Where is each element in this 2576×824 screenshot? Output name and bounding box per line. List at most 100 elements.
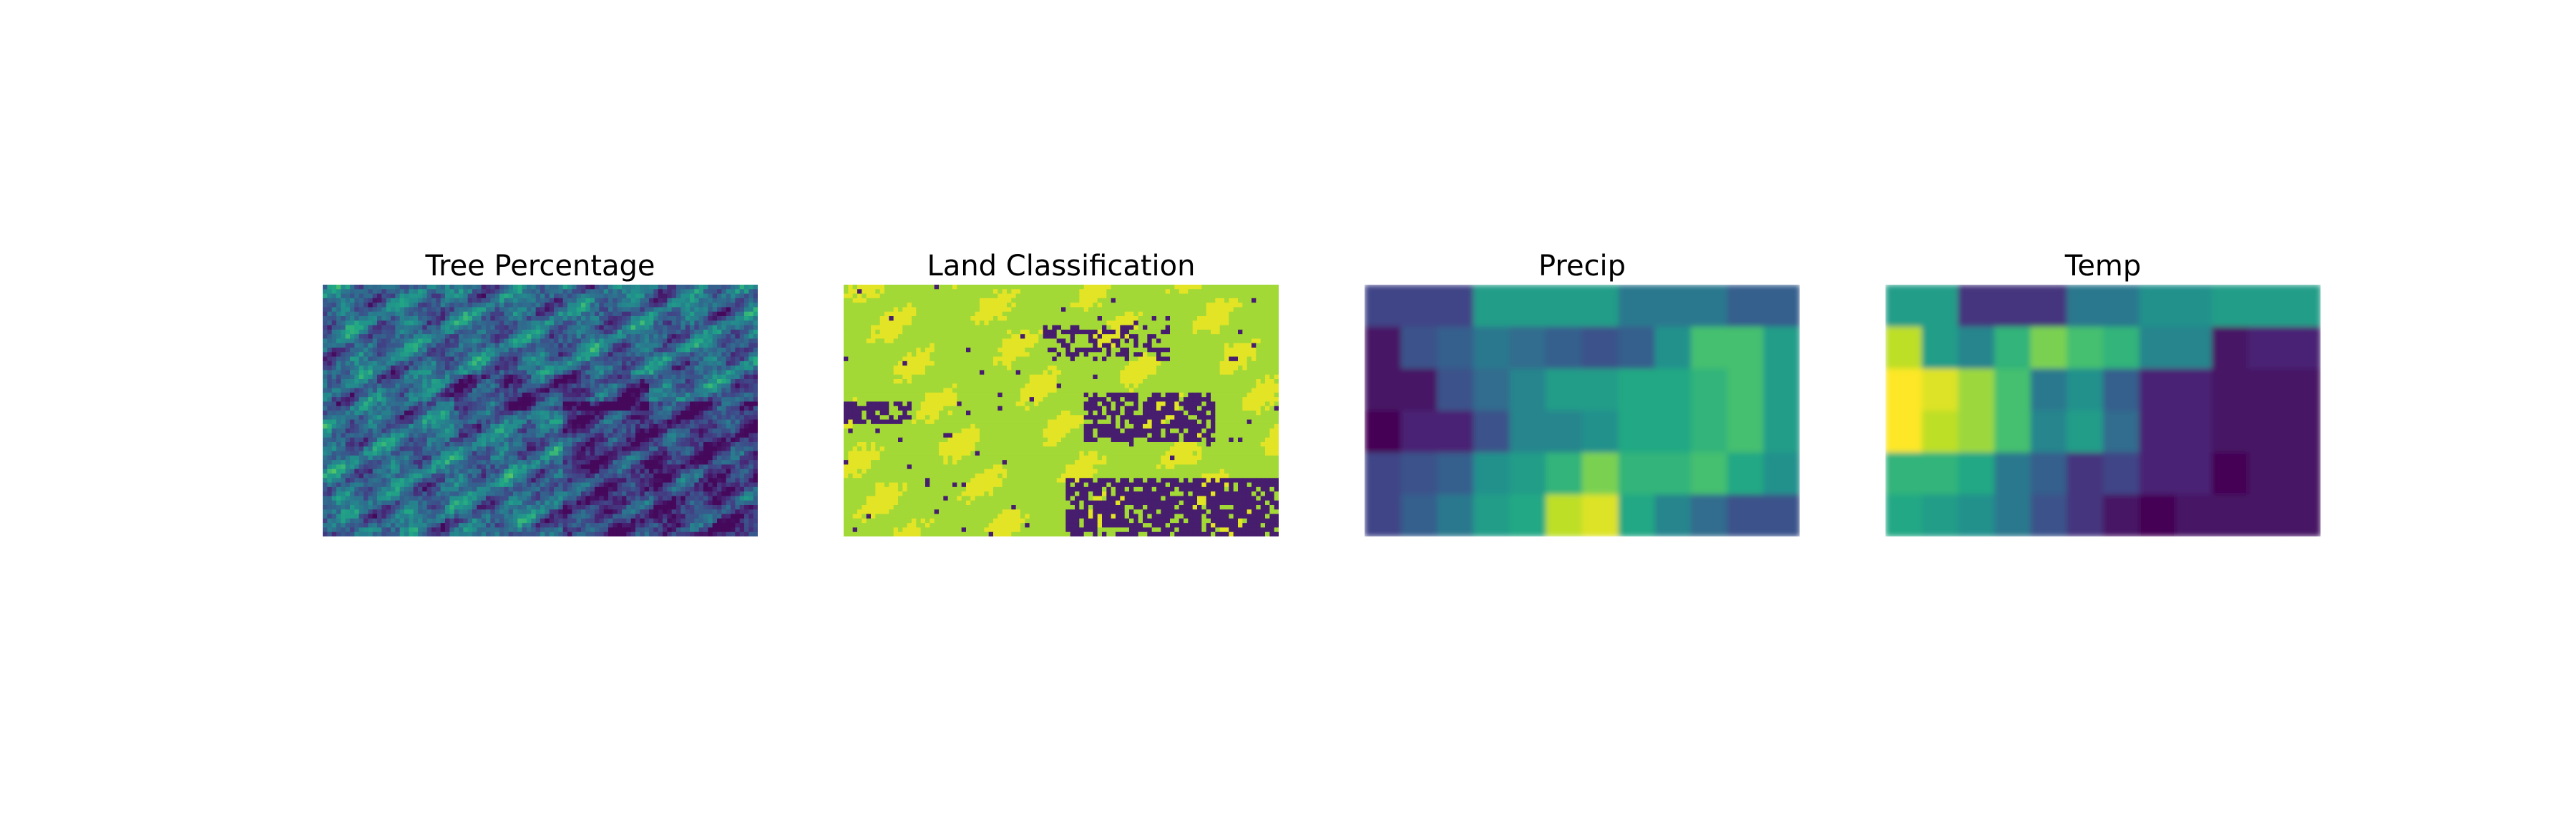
tree-percentage-cell — [467, 491, 473, 496]
tree-percentage-cell — [513, 478, 518, 484]
tree-percentage-cell — [540, 298, 545, 303]
tree-percentage-cell — [486, 460, 491, 465]
tree-percentage-cell — [399, 423, 405, 429]
tree-percentage-cell — [399, 311, 405, 317]
tree-percentage-cell — [323, 374, 328, 380]
tree-percentage-cell — [721, 474, 727, 479]
tree-percentage-cell — [368, 433, 374, 438]
tree-percentage-cell — [626, 370, 632, 376]
tree-percentage-cell — [490, 401, 496, 407]
tree-percentage-cell — [626, 397, 632, 402]
tree-percentage-cell — [354, 352, 360, 358]
tree-percentage-cell — [508, 348, 514, 353]
tree-percentage-cell — [358, 428, 364, 433]
tree-percentage-cell — [644, 401, 650, 407]
tree-percentage-cell — [404, 469, 409, 474]
tree-percentage-cell — [395, 293, 401, 299]
tree-percentage-cell — [467, 366, 473, 371]
tree-percentage-cell — [694, 442, 700, 447]
tree-percentage-cell — [449, 433, 455, 438]
tree-percentage-cell — [576, 406, 582, 411]
tree-percentage-cell — [404, 491, 409, 496]
tree-percentage-cell — [504, 360, 509, 366]
tree-percentage-cell — [418, 325, 423, 330]
tree-percentage-cell — [617, 509, 623, 515]
tree-percentage-cell — [377, 356, 382, 362]
tree-percentage-cell — [449, 478, 455, 484]
tree-percentage-cell — [354, 307, 360, 313]
tree-percentage-cell — [726, 329, 731, 335]
tree-percentage-cell — [698, 392, 704, 398]
tree-percentage-cell — [513, 514, 518, 519]
tree-percentage-cell — [527, 379, 532, 384]
tree-percentage-cell — [595, 478, 600, 484]
tree-percentage-cell — [739, 348, 745, 353]
tree-percentage-cell — [608, 374, 613, 380]
tree-percentage-cell — [581, 509, 586, 515]
tree-percentage-cell — [331, 379, 337, 384]
tree-percentage-cell — [445, 320, 450, 326]
tree-percentage-cell — [522, 514, 527, 519]
tree-percentage-cell — [558, 505, 564, 510]
tree-percentage-cell — [698, 460, 704, 465]
tree-percentage-cell — [535, 298, 541, 303]
tree-percentage-cell — [426, 491, 432, 496]
tree-percentage-cell — [409, 442, 414, 447]
tree-percentage-cell — [354, 343, 360, 348]
tree-percentage-cell — [753, 320, 758, 326]
tree-percentage-cell — [726, 500, 731, 506]
tree-percentage-cell — [377, 482, 382, 488]
tree-percentage-cell — [540, 455, 545, 461]
tree-percentage-cell — [350, 303, 355, 308]
tree-percentage-cell — [649, 334, 654, 339]
tree-percentage-cell — [459, 285, 464, 290]
tree-percentage-cell — [712, 442, 718, 447]
tree-percentage-cell — [676, 293, 681, 299]
tree-percentage-cell — [721, 509, 727, 515]
tree-percentage-cell — [449, 406, 455, 411]
tree-percentage-cell — [426, 298, 432, 303]
tree-percentage-cell — [436, 298, 441, 303]
tree-percentage-cell — [426, 437, 432, 443]
tree-percentage-cell — [549, 392, 555, 398]
tree-percentage-cell — [690, 460, 695, 465]
tree-percentage-cell — [608, 482, 613, 488]
tree-percentage-cell — [386, 474, 391, 479]
tree-percentage-cell — [753, 334, 758, 339]
tree-percentage-cell — [372, 370, 378, 376]
tree-percentage-cell — [422, 383, 428, 389]
tree-percentage-cell — [576, 411, 582, 416]
tree-percentage-cell — [445, 455, 450, 461]
tree-percentage-cell — [708, 334, 713, 339]
tree-percentage-cell — [545, 370, 550, 376]
tree-percentage-cell — [481, 320, 487, 326]
tree-percentage-cell — [527, 392, 532, 398]
tree-percentage-cell — [426, 370, 432, 376]
tree-percentage-cell — [331, 496, 337, 501]
tree-percentage-cell — [336, 338, 341, 344]
tree-percentage-cell — [440, 388, 446, 393]
tree-percentage-cell — [445, 338, 450, 344]
tree-percentage-cell — [603, 486, 609, 492]
tree-percentage-cell — [680, 446, 686, 452]
tree-percentage-cell — [358, 505, 364, 510]
tree-percentage-cell — [558, 289, 564, 295]
tree-percentage-cell — [613, 455, 618, 461]
tree-percentage-cell — [549, 437, 555, 443]
tree-percentage-cell — [680, 491, 686, 496]
tree-percentage-cell — [744, 428, 749, 433]
tree-percentage-cell — [459, 478, 464, 484]
tree-percentage-cell — [486, 343, 491, 348]
tree-percentage-cell — [531, 437, 537, 443]
tree-percentage-cell — [418, 383, 423, 389]
tree-percentage-cell — [323, 446, 328, 452]
tree-percentage-cell — [431, 379, 436, 384]
tree-percentage-cell — [635, 455, 640, 461]
tree-percentage-cell — [549, 356, 555, 362]
tree-percentage-cell — [499, 514, 504, 519]
tree-percentage-cell — [613, 474, 618, 479]
tree-percentage-cell — [608, 285, 613, 290]
tree-percentage-cell — [721, 289, 727, 295]
tree-percentage-cell — [467, 311, 473, 317]
tree-percentage-cell — [477, 451, 482, 456]
